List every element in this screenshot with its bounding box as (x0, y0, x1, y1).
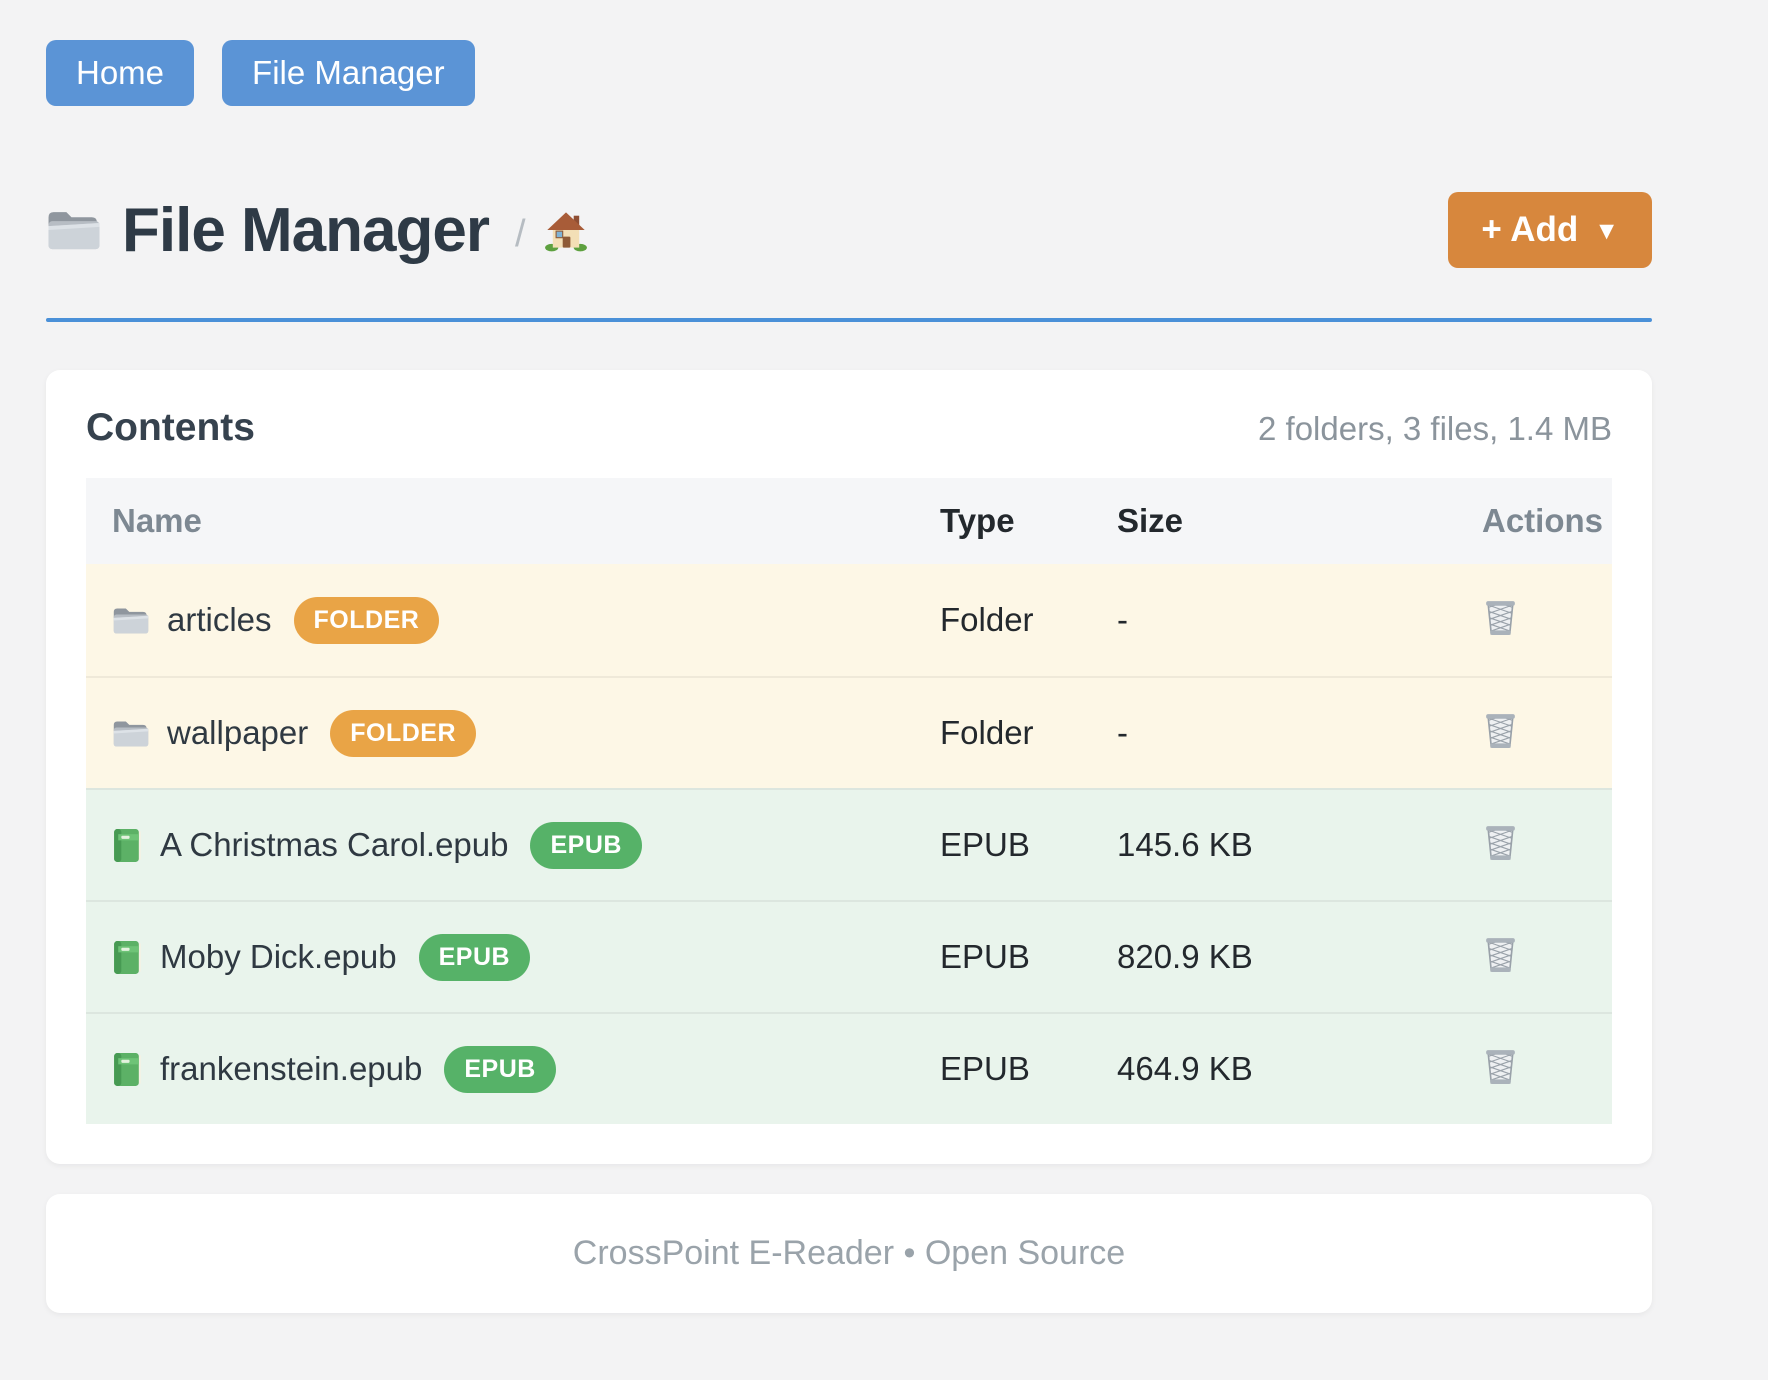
file-name-link[interactable]: Moby Dick.epub (160, 938, 397, 975)
nav-file-manager-button[interactable]: File Manager (222, 40, 475, 106)
breadcrumb-separator: / (515, 212, 526, 255)
column-header-name: Name (112, 502, 202, 539)
file-name-link[interactable]: articles (167, 601, 272, 638)
file-name-link[interactable]: wallpaper (167, 714, 309, 751)
table-row: wallpaper FOLDER Folder - (86, 676, 1612, 788)
file-name-link[interactable]: A Christmas Carol.epub (160, 826, 509, 863)
type-cell: Folder (940, 714, 1034, 751)
size-cell: 145.6 KB (1117, 826, 1253, 863)
footer: CrossPoint E-Reader • Open Source (46, 1194, 1652, 1313)
add-button-label: + Add (1481, 210, 1579, 249)
table-row: articles FOLDER Folder - (86, 564, 1612, 676)
column-header-actions: Actions (1482, 502, 1604, 539)
table-row: Moby Dick.epub EPUB EPUB 820.9 KB (86, 900, 1612, 1012)
type-cell: EPUB (940, 826, 1030, 863)
type-cell: EPUB (940, 938, 1030, 975)
add-button[interactable]: + Add ▼ (1448, 192, 1652, 268)
size-cell: - (1117, 601, 1128, 638)
folder-icon (112, 605, 150, 636)
type-cell: EPUB (940, 1050, 1030, 1087)
folder-icon (46, 207, 102, 253)
contents-heading: Contents (86, 406, 255, 449)
delete-button[interactable] (1482, 821, 1519, 862)
home-icon[interactable] (544, 208, 588, 252)
green-book-icon (112, 939, 143, 976)
type-cell: Folder (940, 601, 1034, 638)
delete-button[interactable] (1482, 709, 1519, 750)
type-badge: EPUB (418, 933, 531, 981)
green-book-icon (112, 1051, 143, 1088)
delete-button[interactable] (1482, 1045, 1519, 1086)
wastebasket-icon (1482, 821, 1519, 862)
type-badge: FOLDER (330, 709, 477, 757)
table-row: A Christmas Carol.epub EPUB EPUB 145.6 K… (86, 788, 1612, 900)
table-header-row: Name Type Size Actions (86, 478, 1612, 564)
page: Home File Manager File Manager / + Add ▼… (46, 0, 1652, 1313)
page-header: File Manager / + Add ▼ (46, 192, 1652, 268)
size-cell: 464.9 KB (1117, 1050, 1253, 1087)
type-badge: EPUB (530, 821, 642, 869)
contents-summary: 2 folders, 3 files, 1.4 MB (1258, 410, 1612, 447)
table-body: articles FOLDER Folder - wallpaper FOLDE… (86, 564, 1612, 1124)
header-underline (46, 318, 1652, 322)
caret-down-icon: ▼ (1594, 217, 1619, 245)
delete-button[interactable] (1482, 933, 1519, 974)
nav-home-button[interactable]: Home (46, 40, 195, 106)
green-book-icon (112, 827, 143, 864)
size-cell: - (1117, 714, 1128, 751)
size-cell: 820.9 KB (1117, 938, 1253, 975)
column-header-type: Type (940, 502, 1015, 539)
wastebasket-icon (1482, 709, 1519, 750)
page-title: File Manager (122, 195, 490, 265)
wastebasket-icon (1482, 596, 1519, 637)
wastebasket-icon (1482, 1045, 1519, 1086)
footer-text: CrossPoint E-Reader • Open Source (572, 1234, 1126, 1272)
file-name-link[interactable]: frankenstein.epub (160, 1050, 423, 1087)
file-table: Name Type Size Actions articles FOLDER F… (86, 478, 1612, 1124)
folder-icon (112, 718, 150, 749)
table-row: frankenstein.epub EPUB EPUB 464.9 KB (86, 1012, 1612, 1124)
nav-bar: Home File Manager (46, 40, 1652, 106)
contents-card: Contents 2 folders, 3 files, 1.4 MB Name… (46, 370, 1652, 1164)
wastebasket-icon (1482, 933, 1519, 974)
type-badge: FOLDER (293, 596, 440, 644)
column-header-size: Size (1117, 502, 1184, 539)
delete-button[interactable] (1482, 596, 1519, 637)
type-badge: EPUB (444, 1045, 556, 1093)
